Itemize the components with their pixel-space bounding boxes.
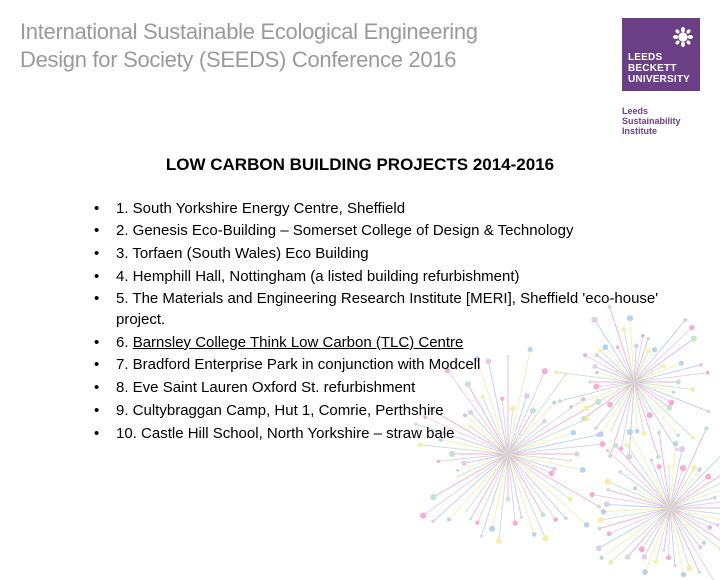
content-area: 1. South Yorkshire Energy Centre, Sheffi… bbox=[0, 199, 720, 445]
list-item-link: Barnsley College Think Low Carbon (TLC) … bbox=[133, 334, 464, 351]
project-list: 1. South Yorkshire Energy Centre, Sheffi… bbox=[90, 199, 660, 445]
sub-logo-line1: Leeds Sustainability bbox=[622, 106, 681, 126]
institute-logo: Leeds Sustainability Institute bbox=[622, 107, 700, 137]
list-item: 4. Hemphill Hall, Nottingham (a listed b… bbox=[90, 267, 660, 288]
conference-title: International Sustainable Ecological Eng… bbox=[20, 18, 610, 73]
university-logo: LEEDS BECKETT UNIVERSITY bbox=[622, 18, 700, 91]
list-item: 5. The Materials and Engineering Researc… bbox=[90, 289, 660, 330]
sub-logo-line2: Institute bbox=[622, 126, 657, 136]
list-item: 1. South Yorkshire Energy Centre, Sheffi… bbox=[90, 199, 660, 220]
list-item: 2. Genesis Eco-Building – Somerset Colle… bbox=[90, 221, 660, 242]
rose-icon bbox=[628, 26, 694, 52]
list-item: 9. Cultybraggan Camp, Hut 1, Comrie, Per… bbox=[90, 401, 660, 422]
list-item: 7. Bradford Enterprise Park in conjuncti… bbox=[90, 355, 660, 376]
list-item: 3. Torfaen (South Wales) Eco Building bbox=[90, 244, 660, 265]
list-item: 10. Castle Hill School, North Yorkshire … bbox=[90, 424, 660, 445]
list-item-prefix: 6. bbox=[116, 334, 133, 351]
conference-title-line2: Design for Society (SEEDS) Conference 20… bbox=[20, 47, 456, 72]
list-item: 6. Barnsley College Think Low Carbon (TL… bbox=[90, 333, 660, 354]
logo-line1: LEEDS bbox=[628, 52, 662, 63]
logo-line2: BECKETT bbox=[628, 63, 677, 74]
logo-line3: UNIVERSITY bbox=[628, 74, 690, 85]
list-item: 8. Eve Saint Lauren Oxford St. refurbish… bbox=[90, 378, 660, 399]
page-title: LOW CARBON BUILDING PROJECTS 2014-2016 bbox=[0, 155, 720, 175]
conference-title-line1: International Sustainable Ecological Eng… bbox=[20, 19, 478, 44]
